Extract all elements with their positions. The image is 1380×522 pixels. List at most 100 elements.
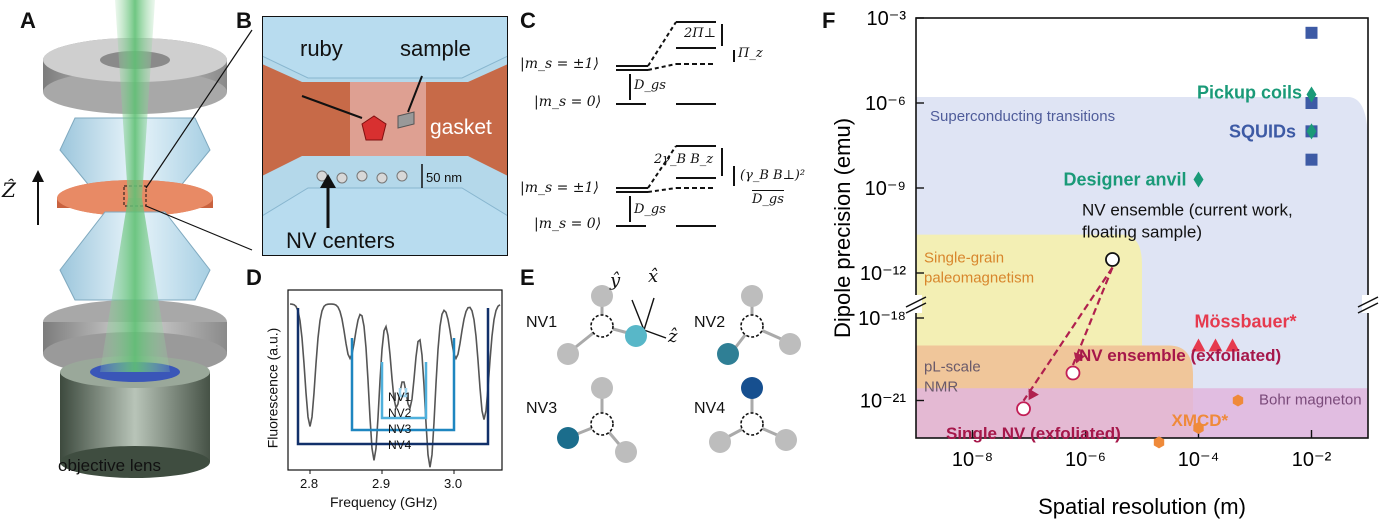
c-bot-ms1: |m_s = ±1⟩ xyxy=(520,180,599,196)
d-tick-30: 3.0 xyxy=(444,476,463,491)
e-axis-x: x̂ xyxy=(648,266,659,287)
label-nv-current-line1: NV ensemble (current work, xyxy=(1082,200,1293,219)
diamond-anvil-cell-illustration xyxy=(32,0,253,478)
data-point xyxy=(1153,436,1165,449)
label-mossbauer: Mössbauer* xyxy=(1194,312,1296,332)
x-tick-label: 10⁻⁴ xyxy=(1178,449,1219,471)
axis-break-mark xyxy=(1357,296,1379,308)
d-nv2-label: NV2 xyxy=(388,406,412,420)
y-tick-label: 10⁻⁶ xyxy=(865,93,906,115)
ruby-label: ruby xyxy=(300,36,343,61)
data-point xyxy=(1016,401,1031,417)
depth-label: 50 nm xyxy=(426,170,463,185)
objective-lens-label: objective lens xyxy=(58,456,162,475)
axis-break-mark xyxy=(905,296,927,308)
nv2-structure xyxy=(717,285,801,365)
x-tick-label: 10⁻⁸ xyxy=(952,449,993,471)
data-point xyxy=(1306,86,1317,103)
data-point xyxy=(1193,171,1204,188)
panel-label-b: B xyxy=(236,8,252,33)
arrow-head xyxy=(1073,352,1086,364)
data-point xyxy=(1232,394,1244,407)
c-top-ms0: |m_s = 0⟩ xyxy=(534,94,602,110)
panel-label-a: A xyxy=(20,8,36,33)
label-designer-anvil: Designer anvil xyxy=(1063,169,1186,189)
axis-break-left xyxy=(910,295,922,313)
d-tick-29: 2.9 xyxy=(372,476,391,491)
e-axis-z: ẑ xyxy=(668,326,678,347)
energy-level-diagram xyxy=(616,21,735,227)
transition-brackets xyxy=(296,308,490,446)
y-tick-label: 10⁻¹⁸ xyxy=(858,308,906,330)
anvil-closeup-illustration xyxy=(262,16,508,256)
label-pickup-coils: Pickup coils xyxy=(1197,82,1302,102)
panel-label-d: D xyxy=(246,265,262,290)
data-point xyxy=(1305,26,1318,39)
fluorescence-curve xyxy=(289,303,501,468)
label-paleo-line2: paleomagnetism xyxy=(924,270,1034,287)
e-axis-y: ŷ xyxy=(610,270,621,291)
data-point xyxy=(1191,338,1206,352)
axis-break-right xyxy=(1362,295,1374,313)
c-top-split2: Π_z xyxy=(738,46,763,61)
nv-center-spheres xyxy=(316,170,408,184)
d-nv3-label: NV3 xyxy=(388,422,412,436)
gasket-label: gasket xyxy=(430,116,492,139)
d-xlabel: Frequency (GHz) xyxy=(330,494,438,510)
panel-label-f: F xyxy=(822,8,836,33)
label-single-nv: Single NV (exfoliated) xyxy=(946,424,1121,443)
label-squids: SQUIDs xyxy=(1229,121,1296,141)
x-tick-label: 10⁻² xyxy=(1292,449,1332,471)
y-tick-label: 10⁻¹² xyxy=(860,263,906,285)
label-bohr-magneton: Bohr magneton xyxy=(1259,392,1362,409)
y-axis-label: Dipole precision (emu) xyxy=(830,118,855,338)
e-nv4-label: NV4 xyxy=(694,400,726,417)
y-tick-label: 10⁻²¹ xyxy=(860,391,906,413)
nv4-structure xyxy=(709,377,797,453)
data-point xyxy=(1208,338,1223,352)
label-nv-exfoliated: NV ensemble (exfoliated) xyxy=(1079,346,1281,365)
plot-frame xyxy=(915,17,1369,439)
data-point xyxy=(1305,153,1318,166)
odmr-spectrum xyxy=(287,289,503,474)
d-ylabel: Fluorescence (a.u.) xyxy=(264,327,281,449)
c-bot-split1: 2γ_B B_z xyxy=(654,152,714,167)
d-nv1-label: NV1 xyxy=(388,390,412,404)
dashed-arrow xyxy=(1022,266,1114,402)
c-bot-dgs: D_gs xyxy=(634,202,666,217)
label-xmcd: XMCD* xyxy=(1171,411,1228,430)
data-point xyxy=(1306,123,1317,140)
d-nv4-label: NV4 xyxy=(388,438,412,452)
axis-break-mark xyxy=(1357,302,1379,314)
panel-label-c: C xyxy=(520,8,536,33)
d-tick-28: 2.8 xyxy=(300,476,319,491)
c-top-dgs: D_gs xyxy=(634,78,666,93)
z-axis-label: Ẑ xyxy=(2,178,16,202)
arrow-head xyxy=(1028,388,1039,401)
data-point xyxy=(1065,365,1081,381)
sample-label: sample xyxy=(400,36,471,61)
label-superconducting: Superconducting transitions xyxy=(930,108,1115,125)
data-point xyxy=(1225,338,1240,352)
y-tick-label: 10⁻³ xyxy=(867,8,907,30)
c-top-ms1: |m_s = ±1⟩ xyxy=(520,56,599,72)
dashed-arrow xyxy=(1071,267,1114,366)
x-axis-label: Spatial resolution (m) xyxy=(1038,494,1246,519)
label-paleo-line1: Single-grain xyxy=(924,250,1004,267)
nv-centers-label: NV centers xyxy=(286,228,395,253)
label-nmr-line2: NMR xyxy=(924,379,958,396)
e-nv2-label: NV2 xyxy=(694,314,726,331)
e-nv1-label: NV1 xyxy=(526,314,558,331)
data-point xyxy=(1305,97,1318,109)
label-nv-current-line2: floating sample) xyxy=(1082,222,1202,241)
c-top-split1: 2Π⊥ xyxy=(684,26,716,41)
nv-orientations xyxy=(557,285,801,463)
region-bohr-magneton xyxy=(916,388,1368,438)
nv1-structure xyxy=(557,285,647,365)
y-tick-label: 10⁻⁹ xyxy=(865,178,906,200)
data-point xyxy=(1105,252,1120,267)
c-bot-split2-num: (γ_B B⊥)² xyxy=(740,168,806,183)
c-bot-ms0: |m_s = 0⟩ xyxy=(534,216,602,232)
nv3-structure xyxy=(557,377,637,463)
e-nv3-label: NV3 xyxy=(526,400,558,417)
